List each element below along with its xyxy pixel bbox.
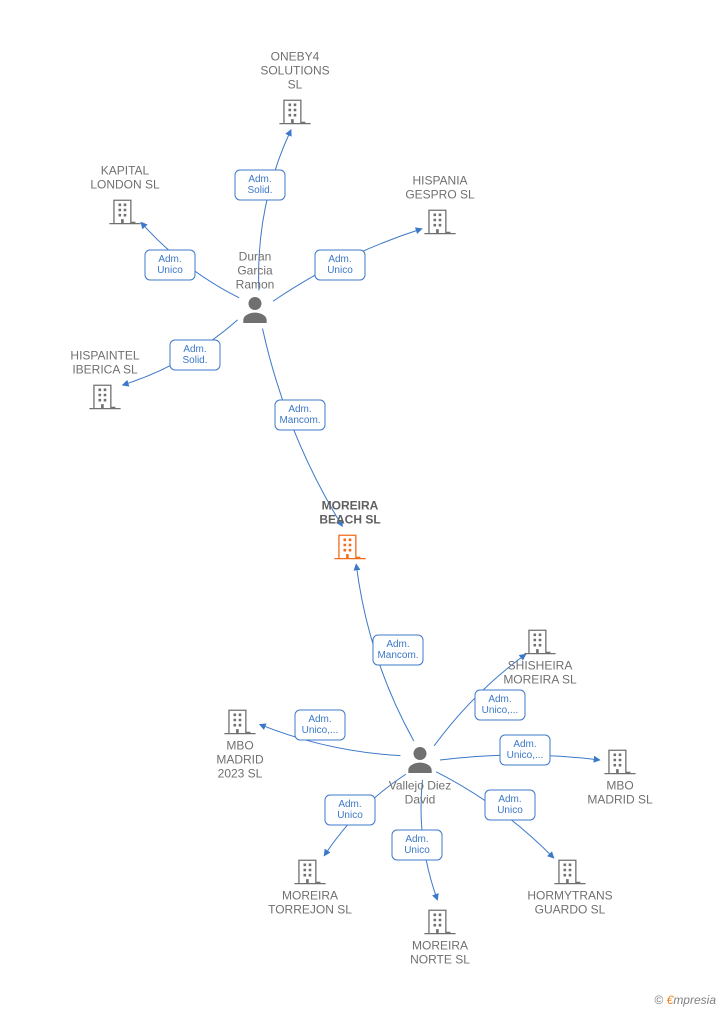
edge-label: Unico — [157, 265, 183, 276]
edge-label: Adm. — [158, 254, 181, 265]
edge-label: Unico — [337, 810, 363, 821]
building-icon — [224, 710, 255, 735]
node-label: MOREIRA SL — [503, 673, 577, 687]
node-label: GESPRO SL — [405, 187, 475, 201]
node-label: KAPITAL — [101, 163, 150, 177]
edge-label: Adm. — [386, 639, 409, 650]
node-label: MADRID — [216, 753, 264, 767]
building-icon — [554, 860, 585, 885]
node-oneby4: ONEBY4SOLUTIONSSL — [260, 49, 329, 124]
edge-label: Unico,... — [507, 750, 544, 761]
node-label: MADRID SL — [587, 793, 653, 807]
node-mbo2023: MBOMADRID2023 SL — [216, 710, 264, 781]
node-moreira_beach: MOREIRABEACH SL — [319, 498, 380, 559]
node-label: ONEBY4 — [271, 49, 320, 63]
building-icon — [334, 535, 365, 560]
node-hormytrans: HORMYTRANSGUARDO SL — [527, 860, 612, 917]
node-label: NORTE SL — [410, 953, 470, 967]
edge-label: Mancom. — [377, 650, 418, 661]
node-norte: MOREIRANORTE SL — [410, 910, 470, 967]
node-duran: DuranGarciaRamon — [236, 249, 275, 323]
node-label: IBERICA SL — [72, 362, 138, 376]
edge-label: Adm. — [338, 799, 361, 810]
building-icon — [524, 630, 555, 655]
edge-label: Unico,... — [482, 705, 519, 716]
node-shisheira: SHISHEIRAMOREIRA SL — [503, 630, 577, 687]
node-label: HISPANIA — [412, 173, 467, 187]
edge-label: Adm. — [488, 694, 511, 705]
node-label: Garcia — [237, 263, 273, 277]
node-kapital: KAPITALLONDON SL — [90, 163, 160, 224]
node-label: MOREIRA — [322, 498, 379, 512]
edge-label: Unico,... — [302, 725, 339, 736]
building-icon — [109, 200, 140, 225]
node-label: SHISHEIRA — [508, 659, 573, 673]
building-icon — [424, 910, 455, 935]
node-label: MOREIRA — [412, 939, 468, 953]
node-label: TORREJON SL — [268, 903, 352, 917]
edge-label: Adm. — [498, 794, 521, 805]
node-label: SOLUTIONS — [260, 63, 329, 77]
copyright-symbol: © — [654, 993, 663, 1007]
edge-label: Unico — [404, 845, 430, 856]
edge-label: Adm. — [183, 344, 206, 355]
node-label: MOREIRA — [282, 889, 338, 903]
building-icon — [424, 210, 455, 235]
node-label: SL — [288, 77, 303, 91]
node-label: Vallejo Diez — [389, 779, 451, 793]
node-label: Duran — [239, 249, 272, 263]
edge-label: Adm. — [328, 254, 351, 265]
node-label: GUARDO SL — [535, 903, 606, 917]
node-label: 2023 SL — [218, 767, 263, 781]
edge-label: Adm. — [513, 739, 536, 750]
node-label: HISPAINTEL — [70, 348, 139, 362]
node-label: BEACH SL — [319, 512, 380, 526]
person-icon — [243, 297, 266, 323]
building-icon — [89, 385, 120, 410]
node-label: MBO — [226, 739, 253, 753]
edge-label: Adm. — [288, 404, 311, 415]
node-torrejon: MOREIRATORREJON SL — [268, 860, 352, 917]
edge-label: Solid. — [247, 185, 272, 196]
edge-label: Solid. — [182, 355, 207, 366]
node-hispaintel: HISPAINTELIBERICA SL — [70, 348, 139, 409]
building-icon — [279, 100, 310, 125]
edge-label: Mancom. — [279, 415, 320, 426]
edge-label: Unico — [327, 265, 353, 276]
node-mbo: MBOMADRID SL — [587, 750, 653, 807]
node-label: HORMYTRANS — [527, 889, 612, 903]
network-diagram: Adm.Solid.Adm.UnicoAdm.UnicoAdm.Solid.Ad… — [0, 0, 728, 1015]
node-label: MBO — [606, 779, 633, 793]
node-label: LONDON SL — [90, 177, 160, 191]
person-icon — [408, 747, 431, 773]
building-icon — [294, 860, 325, 885]
edge-label: Adm. — [405, 834, 428, 845]
edge-label: Adm. — [248, 174, 271, 185]
node-label: David — [405, 793, 436, 807]
edge-label: Unico — [497, 805, 523, 816]
brand-rest: mpresia — [673, 993, 716, 1007]
node-label: Ramon — [236, 277, 275, 291]
attribution: © €mpresia — [654, 993, 716, 1007]
node-hispania: HISPANIAGESPRO SL — [405, 173, 475, 234]
edge-label: Adm. — [308, 714, 331, 725]
building-icon — [604, 750, 635, 775]
